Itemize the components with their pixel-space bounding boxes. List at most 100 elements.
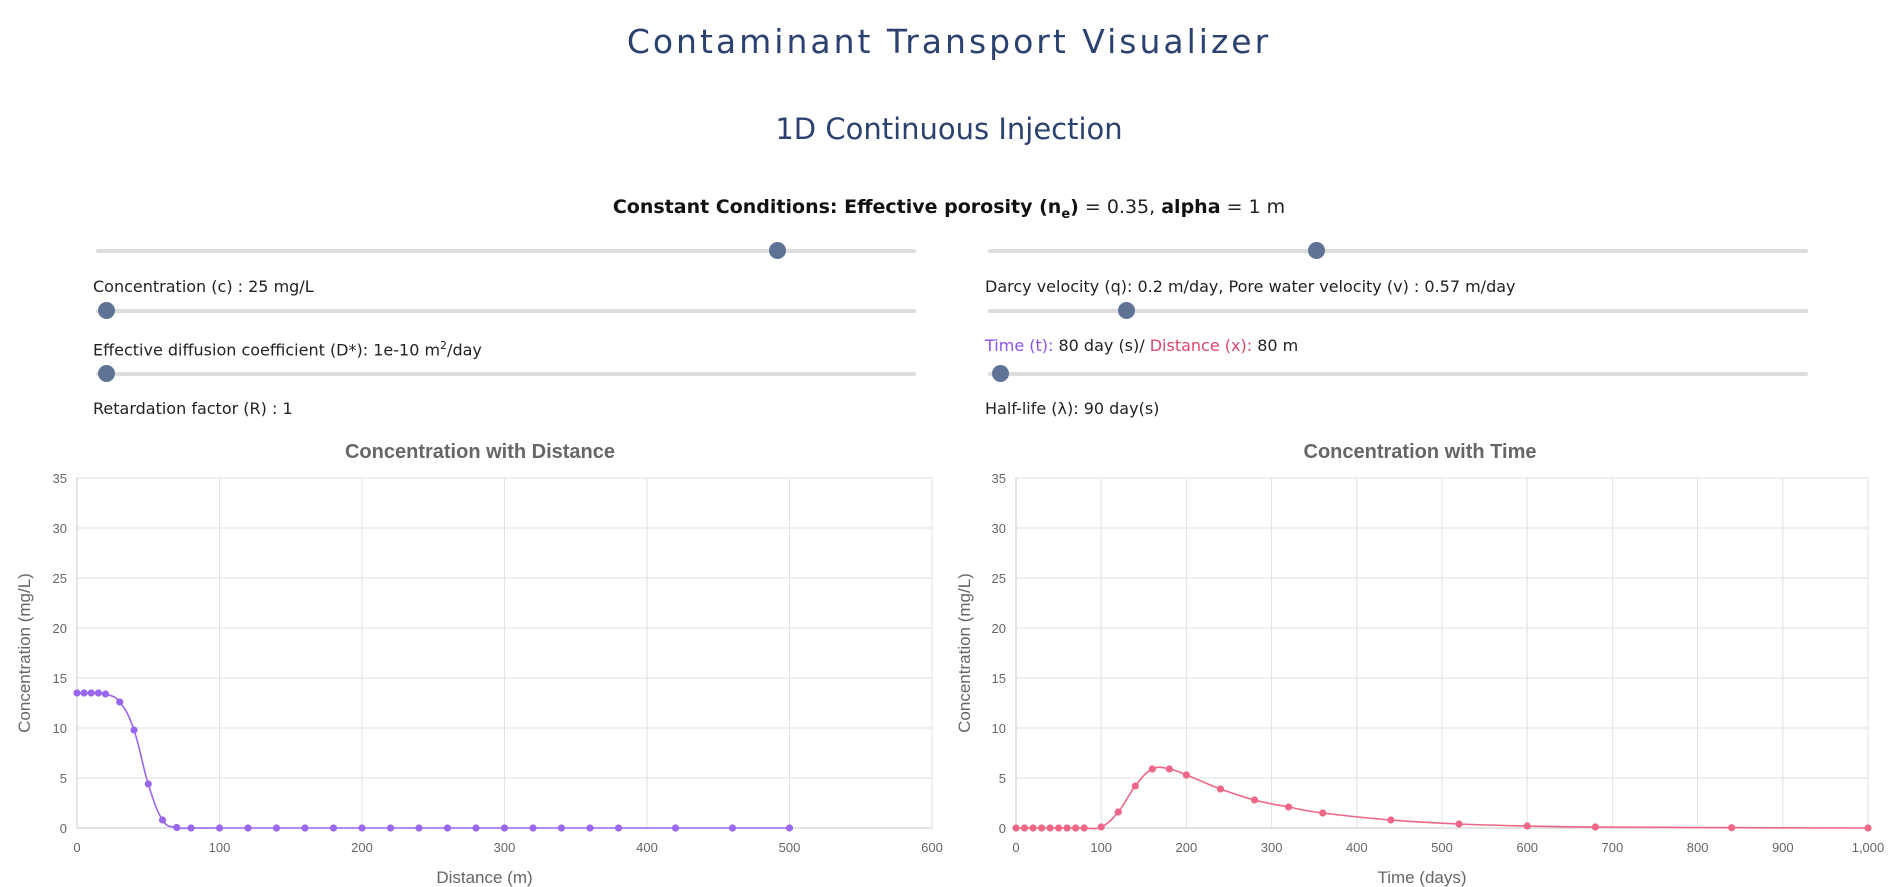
- retardation-label: Retardation factor (R) : 1: [93, 399, 293, 418]
- data-point[interactable]: [215, 824, 224, 832]
- data-point[interactable]: [1148, 765, 1156, 773]
- data-point[interactable]: [87, 689, 95, 697]
- data-point[interactable]: [1020, 824, 1029, 832]
- y-tick-label: 25: [992, 571, 1006, 586]
- data-point[interactable]: [1072, 824, 1080, 832]
- data-point[interactable]: [1591, 823, 1599, 831]
- data-point[interactable]: [586, 824, 594, 832]
- data-point[interactable]: [1864, 824, 1872, 832]
- data-point[interactable]: [130, 726, 138, 734]
- half-life-slider-handle[interactable]: [992, 365, 1010, 382]
- y-tick-label: 0: [999, 821, 1006, 836]
- data-point[interactable]: [1114, 808, 1122, 816]
- data-point[interactable]: [1523, 822, 1531, 830]
- data-point[interactable]: [1182, 771, 1190, 779]
- data-point[interactable]: [80, 689, 88, 697]
- y-tick-label: 15: [53, 671, 67, 686]
- diffusion-slider-handle[interactable]: [97, 302, 115, 319]
- x-tick-label: 400: [636, 840, 658, 855]
- data-point[interactable]: [1455, 820, 1463, 828]
- data-point[interactable]: [1012, 824, 1020, 832]
- data-point[interactable]: [272, 824, 281, 832]
- data-point[interactable]: [1037, 824, 1046, 832]
- velocity-label: Darcy velocity (q): 0.2 m/day, Pore wate…: [985, 277, 1516, 296]
- concentration-slider-handle[interactable]: [768, 242, 786, 259]
- velocity-slider[interactable]: [988, 242, 1808, 259]
- data-point[interactable]: [1029, 824, 1037, 832]
- data-point[interactable]: [1097, 823, 1105, 831]
- time-distance-label: Time (t): 80 day (s)/ Distance (x): 80 m: [985, 336, 1298, 355]
- retardation-slider[interactable]: [96, 365, 916, 382]
- x-tick-label: 200: [1176, 840, 1198, 855]
- x-tick-label: 500: [779, 840, 801, 855]
- data-point[interactable]: [472, 824, 480, 832]
- x-tick-label: 800: [1687, 840, 1709, 855]
- alpha-value: = 1 m: [1220, 196, 1286, 218]
- y-tick-label: 30: [992, 521, 1006, 536]
- data-point[interactable]: [1063, 824, 1071, 832]
- data-point[interactable]: [94, 689, 102, 697]
- page-subtitle: 1D Continuous Injection: [775, 112, 1123, 146]
- x-tick-label: 1,000: [1852, 840, 1885, 855]
- data-point[interactable]: [1131, 782, 1139, 790]
- data-point[interactable]: [443, 824, 452, 832]
- data-point[interactable]: [785, 824, 794, 832]
- y-tick-label: 35: [992, 471, 1006, 486]
- velocity-slider-handle[interactable]: [1308, 242, 1325, 259]
- y-tick-label: 20: [53, 621, 67, 636]
- data-point[interactable]: [358, 824, 366, 832]
- data-point[interactable]: [301, 824, 309, 832]
- y-axis-label: Concentration (mg/L): [15, 573, 34, 733]
- x-axis-label: Distance (m): [436, 868, 532, 887]
- data-point[interactable]: [1319, 809, 1327, 817]
- data-point[interactable]: [1046, 824, 1054, 832]
- data-point[interactable]: [529, 824, 537, 832]
- data-point[interactable]: [73, 689, 81, 697]
- concentration-slider[interactable]: [96, 242, 916, 259]
- app-title: Contaminant Transport Visualizer: [626, 22, 1272, 61]
- porosity-close: ): [1070, 196, 1079, 218]
- diffusion-slider[interactable]: [96, 302, 916, 319]
- data-point[interactable]: [1250, 796, 1259, 804]
- chart-title: Concentration with Distance: [345, 441, 615, 463]
- data-point[interactable]: [144, 780, 152, 788]
- data-point[interactable]: [557, 824, 566, 832]
- x-tick-label: 400: [1346, 840, 1368, 855]
- data-point[interactable]: [415, 824, 423, 832]
- data-point[interactable]: [1080, 824, 1088, 832]
- time-distance-slider-handle[interactable]: [1117, 302, 1135, 319]
- half-life-slider[interactable]: [988, 365, 1808, 382]
- data-point[interactable]: [1216, 785, 1225, 793]
- data-point[interactable]: [614, 824, 623, 832]
- data-point[interactable]: [1387, 816, 1395, 824]
- x-tick-label: 100: [209, 840, 231, 855]
- alpha-label: alpha: [1161, 196, 1221, 218]
- y-tick-label: 5: [60, 771, 67, 786]
- retardation-slider-handle[interactable]: [97, 365, 115, 382]
- data-point[interactable]: [173, 823, 181, 832]
- data-point[interactable]: [1285, 803, 1293, 811]
- x-tick-label: 600: [1516, 840, 1538, 855]
- data-point[interactable]: [116, 698, 124, 706]
- data-point[interactable]: [329, 824, 338, 832]
- time-distance-slider[interactable]: [988, 302, 1808, 319]
- data-point[interactable]: [671, 824, 680, 832]
- y-tick-label: 20: [992, 621, 1006, 636]
- x-tick-label: 700: [1602, 840, 1624, 855]
- data-point[interactable]: [728, 824, 737, 832]
- data-point[interactable]: [1055, 824, 1063, 832]
- data-point[interactable]: [101, 690, 110, 698]
- x-tick-label: 900: [1772, 840, 1794, 855]
- data-point[interactable]: [1728, 824, 1736, 832]
- concentration-label: Concentration (c) : 25 mg/L: [93, 277, 314, 296]
- diffusion-label-unit: /day: [447, 340, 482, 360]
- data-point[interactable]: [386, 824, 395, 832]
- y-tick-label: 0: [60, 821, 67, 836]
- data-point[interactable]: [1165, 765, 1173, 773]
- x-axis-label: Time (days): [1377, 868, 1466, 887]
- data-point[interactable]: [187, 824, 195, 832]
- data-point[interactable]: [244, 824, 252, 832]
- data-point[interactable]: [500, 824, 509, 832]
- data-point[interactable]: [158, 816, 167, 824]
- y-tick-label: 35: [53, 471, 67, 486]
